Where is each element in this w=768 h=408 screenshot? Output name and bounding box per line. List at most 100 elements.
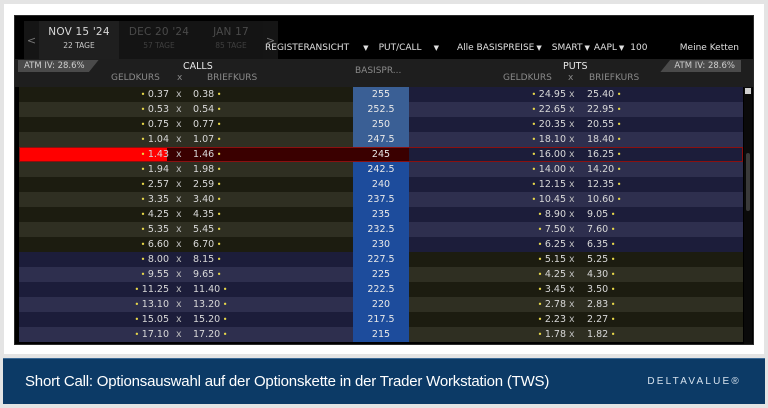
put-cell[interactable]: • 14.00 x 14.20 • [409,162,743,177]
strike-cell[interactable]: 220 [353,297,409,312]
put-ask[interactable]: 25.40 • [587,87,621,102]
put-cell[interactable]: • 7.50 x 7.60 • [409,222,743,237]
table-row[interactable]: • 1.94 x 1.98 • 242.5 • 14.00 x 14.20 • [19,162,743,177]
put-cell[interactable]: • 24.95 x 25.40 • [409,87,743,102]
call-ask[interactable]: 3.40 • [193,192,221,207]
call-cell[interactable]: • 2.57 x 2.59 • [19,177,353,192]
put-ask[interactable]: 1.82 • [587,327,615,342]
strike-cell[interactable]: 242.5 [353,162,409,177]
put-ask[interactable]: 14.20 • [587,162,621,177]
put-bid[interactable]: • 7.50 [538,222,566,237]
table-row[interactable]: • 3.35 x 3.40 • 237.5 • 10.45 x 10.60 • [19,192,743,207]
strike-cell[interactable]: 230 [353,237,409,252]
strike-cell[interactable]: 232.5 [353,222,409,237]
table-row[interactable]: • 15.05 x 15.20 • 217.5 • 2.23 x 2.27 • [19,312,743,327]
call-cell[interactable]: • 1.04 x 1.07 • [19,132,353,147]
scroll-up-icon[interactable] [745,88,751,94]
put-cell[interactable]: • 12.15 x 12.35 • [409,177,743,192]
strike-cell[interactable]: 225 [353,267,409,282]
call-cell[interactable]: • 6.60 x 6.70 • [19,237,353,252]
call-bid[interactable]: • 1.94 [141,162,169,177]
put-bid[interactable]: • 5.15 [538,252,566,267]
put-cell[interactable]: • 5.15 x 5.25 • [409,252,743,267]
put-cell[interactable]: • 8.90 x 9.05 • [409,207,743,222]
call-ask[interactable]: 0.77 • [193,117,221,132]
call-cell[interactable]: • 0.37 x 0.38 • [19,87,353,102]
strike-cell[interactable]: 215 [353,327,409,342]
table-row[interactable]: • 6.60 x 6.70 • 230 • 6.25 x 6.35 • [19,237,743,252]
strike-cell[interactable]: 235 [353,207,409,222]
table-row[interactable]: • 9.55 x 9.65 • 225 • 4.25 x 4.30 • [19,267,743,282]
put-ask[interactable]: 18.40 • [587,132,621,147]
table-row[interactable]: • 13.10 x 13.20 • 220 • 2.78 x 2.83 • [19,297,743,312]
call-bid-header[interactable]: GELDKURS [111,73,160,83]
call-bid[interactable]: • 6.60 [141,237,169,252]
put-cell[interactable]: • 18.10 x 18.40 • [409,132,743,147]
call-bid[interactable]: • 0.53 [141,102,169,117]
put-cell[interactable]: • 3.45 x 3.50 • [409,282,743,297]
put-bid[interactable]: • 3.45 [538,282,566,297]
put-bid[interactable]: • 20.35 [532,117,566,132]
call-bid[interactable]: • 0.37 [141,87,169,102]
tab-expiry-jan17[interactable]: JAN 17 85 TAGE [199,21,263,59]
put-ask[interactable]: 2.83 • [587,297,615,312]
strike-cell[interactable]: 240 [353,177,409,192]
strike-column-header[interactable]: BASISPR... [355,66,402,76]
put-cell[interactable]: • 22.65 x 22.95 • [409,102,743,117]
strike-cell[interactable]: 255 [353,87,409,102]
call-ask[interactable]: 4.35 • [193,207,221,222]
call-cell[interactable]: • 17.10 x 17.20 • [19,327,353,342]
put-ask[interactable]: 6.35 • [587,237,615,252]
put-bid[interactable]: • 2.23 [538,312,566,327]
call-ask[interactable]: 2.59 • [193,177,221,192]
call-ask[interactable]: 8.15 • [193,252,221,267]
call-ask[interactable]: 1.98 • [193,162,221,177]
quantity-field[interactable]: 100 [630,43,648,53]
call-cell[interactable]: • 8.00 x 8.15 • [19,252,353,267]
call-ask[interactable]: 13.20 • [193,297,227,312]
call-bid[interactable]: • 1.04 [141,132,169,147]
call-ask[interactable]: 17.20 • [193,327,227,342]
put-ask[interactable]: 22.95 • [587,102,621,117]
put-bid[interactable]: • 24.95 [532,87,566,102]
call-bid[interactable]: • 8.00 [141,252,169,267]
call-ask[interactable]: 9.65 • [193,267,221,282]
call-ask[interactable]: 0.38 • [193,87,221,102]
table-row[interactable]: • 4.25 x 4.35 • 235 • 8.90 x 9.05 • [19,207,743,222]
put-ask[interactable]: 2.27 • [587,312,615,327]
put-ask[interactable]: 16.25 • [587,147,621,162]
strike-cell[interactable]: 250 [353,117,409,132]
put-ask[interactable]: 9.05 • [587,207,615,222]
call-bid[interactable]: • 17.10 [135,327,169,342]
call-ask[interactable]: 1.07 • [193,132,221,147]
table-row[interactable]: • 0.37 x 0.38 • 255 • 24.95 x 25.40 • [19,87,743,102]
put-cell[interactable]: • 2.23 x 2.27 • [409,312,743,327]
table-row[interactable]: • 11.25 x 11.40 • 222.5 • 3.45 x 3.50 • [19,282,743,297]
call-ask[interactable]: 6.70 • [193,237,221,252]
strike-cell[interactable]: 222.5 [353,282,409,297]
call-ask[interactable]: 1.46 • [193,147,221,162]
put-ask-header[interactable]: BRIEFKURS [589,73,640,83]
put-cell[interactable]: • 4.25 x 4.30 • [409,267,743,282]
put-ask[interactable]: 7.60 • [587,222,615,237]
table-row[interactable]: • 5.35 x 5.45 • 232.5 • 7.50 x 7.60 • [19,222,743,237]
put-bid[interactable]: • 8.90 [538,207,566,222]
put-bid[interactable]: • 16.00 [532,147,566,162]
view-dropdown[interactable]: REGISTERANSICHT ▼ [265,43,369,53]
tab-expiry-dec20[interactable]: DEC 20 '24 57 TAGE [119,21,199,59]
call-cell[interactable]: • 0.53 x 0.54 • [19,102,353,117]
exchange-dropdown[interactable]: SMART ▼ [552,43,590,53]
put-ask[interactable]: 4.30 • [587,267,615,282]
table-row[interactable]: • 1.43 x 1.46 • 245 • 16.00 x 16.25 • [19,147,743,162]
symbol-dropdown[interactable]: AAPL ▼ [594,43,624,53]
putcall-dropdown[interactable]: PUT/CALL ▼ [379,43,439,53]
call-cell[interactable]: • 11.25 x 11.40 • [19,282,353,297]
put-cell[interactable]: • 20.35 x 20.55 • [409,117,743,132]
call-cell[interactable]: • 9.55 x 9.65 • [19,267,353,282]
call-bid[interactable]: • 4.25 [141,207,169,222]
put-bid[interactable]: • 10.45 [532,192,566,207]
put-ask[interactable]: 3.50 • [587,282,615,297]
table-row[interactable]: • 2.57 x 2.59 • 240 • 12.15 x 12.35 • [19,177,743,192]
put-cell[interactable]: • 10.45 x 10.60 • [409,192,743,207]
put-cell[interactable]: • 1.78 x 1.82 • [409,327,743,342]
